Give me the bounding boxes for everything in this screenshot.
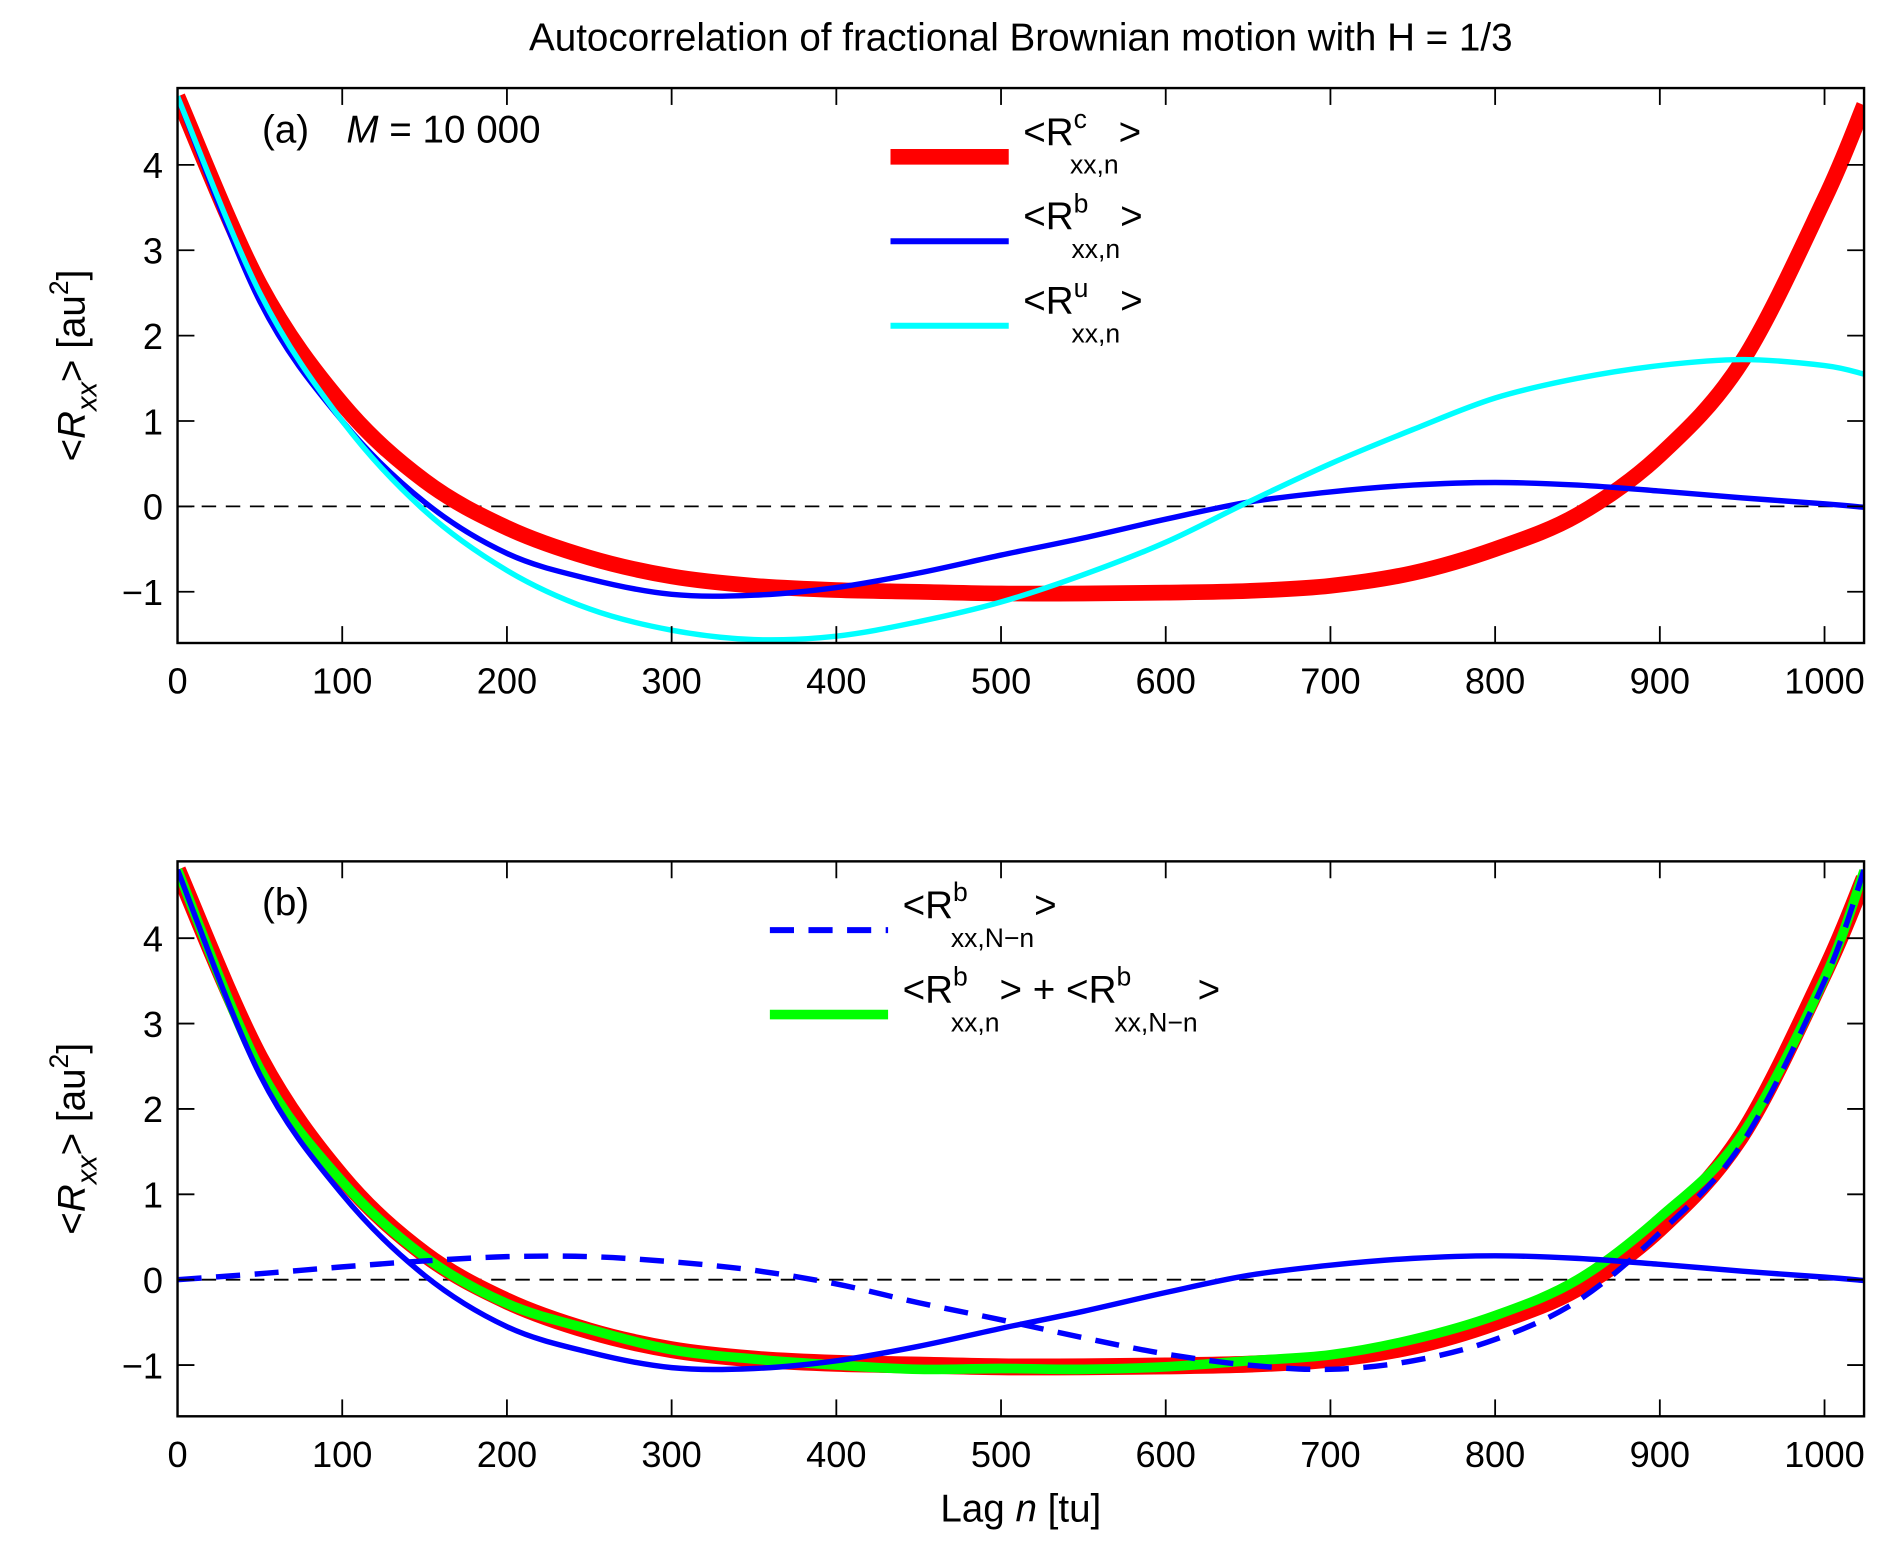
x-tick-label: 200 — [477, 1434, 537, 1475]
x-axis-label: Lag n [tu] — [940, 1487, 1101, 1530]
y-tick-label: 2 — [143, 316, 163, 357]
legend-sub: xx,n — [1072, 234, 1121, 264]
y-tick-label: 3 — [143, 1004, 163, 1045]
x-tick-label: 100 — [312, 661, 372, 702]
y-label-sub: xx — [72, 381, 104, 413]
legend-sup: c — [1074, 104, 1087, 134]
y-tick-label: 0 — [143, 1260, 163, 1301]
series-r-b-xx-n-line — [177, 868, 1865, 1373]
legend-main: <R — [1023, 280, 1073, 323]
x-tick-label: 700 — [1300, 661, 1360, 702]
panel-label: (a) — [262, 108, 309, 151]
series-r-b-xx-n-line — [177, 95, 1865, 599]
legend: <Rb xx,N−n><Rb xx,n> + <Rb xx,N−n> — [769, 877, 1221, 1038]
y-tick-label: 1 — [143, 401, 163, 442]
legend-mid: > + <R — [1000, 969, 1117, 1012]
y-tick-label: 4 — [143, 918, 163, 959]
x-label-pre: Lag — [940, 1487, 1015, 1530]
series-r-u-xx-n-line — [177, 95, 1865, 643]
x-tick-label: 900 — [1630, 1434, 1690, 1475]
legend-sub: xx,n — [1072, 319, 1121, 349]
legend-end: > — [1120, 195, 1143, 238]
y-tick-label: −1 — [122, 572, 163, 613]
legend-sup: b — [1116, 962, 1131, 992]
legend-label: <Rc xx,n> — [1023, 104, 1141, 180]
legend-sup: b — [953, 962, 968, 992]
x-tick-label: 1000 — [1784, 661, 1865, 702]
legend-label: <Rb xx,N−n> — [903, 877, 1057, 953]
x-label-var: n — [1015, 1487, 1036, 1530]
legend-sub: xx,N−n — [1114, 1007, 1197, 1037]
y-label-open: < — [51, 439, 94, 462]
m-symbol: M — [346, 108, 379, 151]
x-tick-label: 800 — [1465, 1434, 1525, 1475]
y-axis-label: <Rxx> [au2] — [44, 270, 104, 462]
x-tick-label: 500 — [971, 661, 1031, 702]
series-r-b-xx-n-n-line — [177, 868, 1865, 1373]
legend-label: <Rb xx,n> — [1023, 188, 1143, 264]
legend-sup: u — [1074, 273, 1089, 303]
x-tick-label: 200 — [477, 661, 537, 702]
legend-end: > — [1198, 969, 1221, 1012]
x-tick-label: 0 — [167, 1434, 187, 1475]
legend-main: <R — [1023, 195, 1073, 238]
x-tick-label: 600 — [1136, 1434, 1196, 1475]
x-tick-label: 100 — [312, 1434, 372, 1475]
x-tick-label: 400 — [806, 1434, 866, 1475]
x-tick-label: 500 — [971, 1434, 1031, 1475]
legend-sub: xx,n — [1070, 150, 1119, 180]
y-label-close: > [au — [51, 295, 94, 382]
legend-label: <Ru xx,n> — [1023, 273, 1143, 349]
y-tick-label: 3 — [143, 231, 163, 272]
y-label-open: < — [51, 1212, 94, 1235]
y-tick-label: 1 — [143, 1175, 163, 1216]
m-value: = 10 000 — [379, 108, 541, 151]
legend-end: > — [1120, 280, 1143, 323]
legend-label: <Rb xx,n> + <Rb xx,N−n> — [903, 962, 1221, 1038]
y-label-sup: 2 — [44, 280, 74, 295]
chart-title: Autocorrelation of fractional Brownian m… — [529, 17, 1513, 60]
y-label-r: R — [51, 1184, 94, 1212]
y-tick-label: 2 — [143, 1089, 163, 1130]
panel-label: (b) — [262, 882, 309, 925]
legend-sub: xx,n — [951, 1007, 1000, 1037]
x-tick-label: 400 — [806, 661, 866, 702]
y-label-sub: xx — [72, 1154, 104, 1186]
legend-main: <R — [903, 884, 953, 927]
x-label-post: [tu] — [1037, 1487, 1101, 1530]
x-tick-label: 300 — [641, 1434, 701, 1475]
legend-sup: b — [953, 877, 968, 907]
legend-end: > — [1034, 884, 1057, 927]
legend-sup: b — [1074, 188, 1089, 218]
legend: <Rc xx,n><Rb xx,n><Ru xx,n> — [890, 104, 1143, 349]
axes-frame — [176, 86, 1866, 645]
x-tick-label: 700 — [1300, 1434, 1360, 1475]
x-tick-label: 0 — [167, 661, 187, 702]
legend-end: > — [1119, 111, 1142, 154]
y-tick-label: −1 — [122, 1345, 163, 1386]
x-tick-label: 1000 — [1784, 1434, 1865, 1475]
axes-frame — [176, 860, 1866, 1418]
y-tick-label: 4 — [143, 145, 163, 186]
x-tick-label: 300 — [641, 661, 701, 702]
sample-count-annotation: M = 10 000 — [346, 108, 540, 151]
panel-b: 0 100 200 300 400 500 600 700 800 900 1000 −1 0 1 2 3 4 <… — [44, 860, 1866, 1530]
x-tick-label: 900 — [1630, 661, 1690, 702]
panel-a: 0 100 200 300 400 500 600 700 800 900 1000 −1 0 1 2 3 4 <… — [44, 86, 1866, 702]
series-r-b-xx-n-r-b-xx-n-n-line — [177, 868, 1865, 1375]
series-r-c-xx-n-line — [177, 93, 1865, 602]
legend-sub: xx,N−n — [951, 923, 1034, 953]
y-label-sup: 2 — [44, 1054, 74, 1069]
y-label-end: ] — [51, 270, 94, 281]
y-label-r: R — [51, 411, 94, 439]
x-tick-label: 800 — [1465, 661, 1525, 702]
legend-main: <R — [903, 969, 953, 1012]
y-label-end: ] — [51, 1043, 94, 1054]
y-tick-label: 0 — [143, 487, 163, 528]
x-tick-label: 600 — [1136, 661, 1196, 702]
y-axis-label: <Rxx> [au2] — [44, 1043, 104, 1235]
y-label-close: > [au — [51, 1068, 94, 1155]
legend-main: <R — [1023, 111, 1073, 154]
